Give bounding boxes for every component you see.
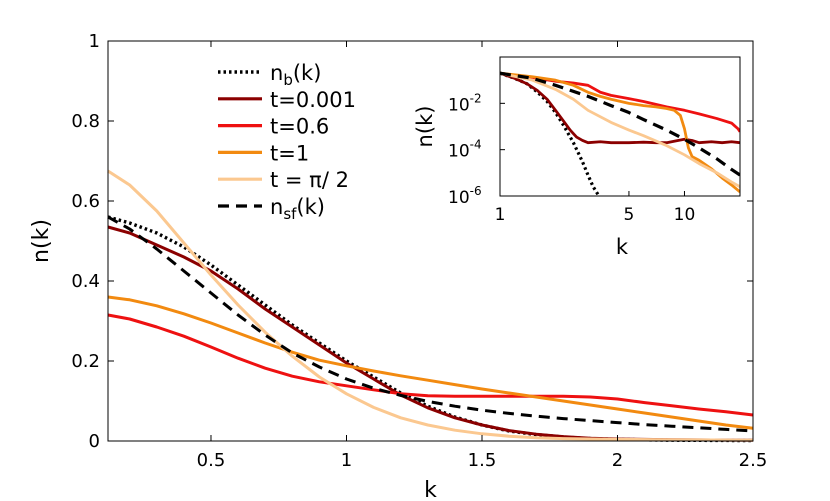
inset-xlabel: k: [616, 235, 629, 259]
main-ytick-label-4: 0.8: [71, 111, 100, 132]
main-xlabel: k: [424, 478, 437, 501]
inset-series-4: [500, 71, 740, 189]
inset-series-group: [500, 71, 740, 196]
main-series-5: [107, 215, 754, 433]
main-xtick-label-0: 0.5: [197, 450, 226, 471]
main-series-3: [107, 295, 754, 430]
main-ytick-label-5: 1: [89, 31, 100, 52]
legend: nb(k)t=0.001 t=0.6t=1 t = π/ 2 nsf(k): [218, 61, 356, 223]
inset-series-1: [500, 71, 740, 145]
main-series-2: [107, 313, 754, 417]
legend-label-rest-5: (k): [296, 195, 325, 219]
inset-ytick-exponent-1: -4: [470, 138, 482, 152]
inset-ylabel: n(k): [413, 106, 437, 148]
main-ytick-label-2: 0.4: [71, 271, 100, 292]
legend-label-rest-0: (k): [293, 61, 322, 85]
legend-label-2: t=0.6: [270, 115, 329, 139]
inset-series-5: [500, 71, 740, 177]
main-ylabel: n(k): [29, 219, 54, 263]
inset-series-3: [500, 71, 740, 193]
main-series-group: [107, 169, 754, 443]
legend-label-subscript-0: b: [283, 71, 293, 89]
inset-ytick-exponent-2: -2: [470, 91, 482, 105]
legend-label-1: t=0.001: [270, 88, 356, 112]
legend-label-5: nsf(k): [270, 195, 325, 223]
main-series-4: [107, 169, 754, 442]
main-xtick-label-1: 1: [341, 450, 352, 471]
main-frame: [107, 40, 754, 442]
main-xtick-label-4: 2.5: [739, 450, 768, 471]
main-ytick-label-3: 0.6: [71, 191, 100, 212]
inset-ytick-exponent-0: -6: [470, 184, 482, 198]
inset-xtick-label-1: 5: [624, 205, 635, 225]
legend-label-subscript-5: sf: [283, 205, 297, 223]
inset-frame: [499, 56, 741, 197]
inset-xtick-label-2: 10: [674, 205, 696, 225]
main-xtick-label-2: 1.5: [468, 450, 497, 471]
inset-xtick-label-0: 1: [495, 205, 506, 225]
main-ytick-label-1: 0.2: [71, 351, 100, 372]
main-ytick-label-0: 0: [89, 431, 100, 452]
legend-label-3: t=1: [270, 141, 309, 165]
legend-label-4: t = π/ 2: [270, 168, 349, 192]
main-xtick-label-3: 2: [612, 450, 623, 471]
legend-label-0: nb(k): [270, 61, 321, 89]
